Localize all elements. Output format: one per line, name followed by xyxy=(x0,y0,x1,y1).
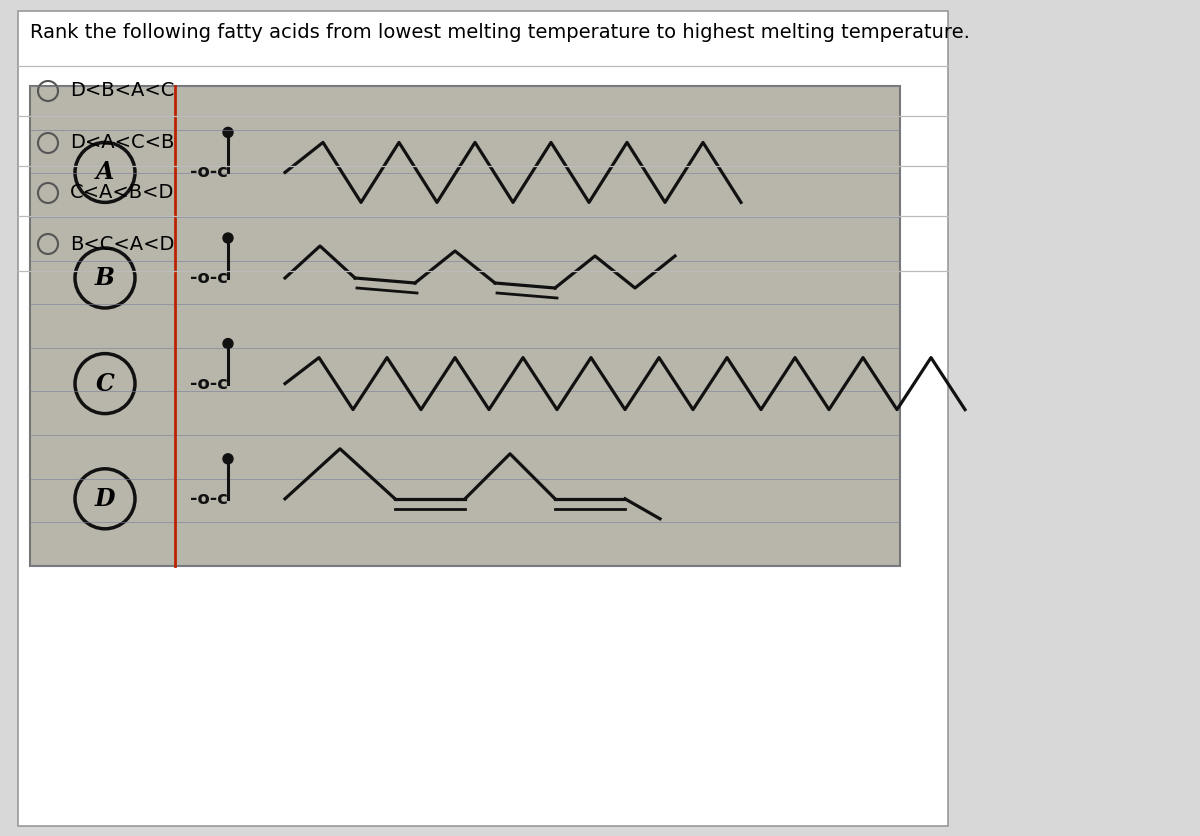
Text: D<A<C<B: D<A<C<B xyxy=(70,134,174,152)
Text: A: A xyxy=(96,161,114,185)
Text: D<B<A<C: D<B<A<C xyxy=(70,81,174,100)
Bar xyxy=(30,86,900,566)
Text: -o-c: -o-c xyxy=(190,490,228,507)
Text: C<A<B<D: C<A<B<D xyxy=(70,183,174,202)
Text: C: C xyxy=(96,371,114,395)
Text: -o-c: -o-c xyxy=(190,375,228,393)
Text: -o-c: -o-c xyxy=(190,163,228,181)
Circle shape xyxy=(223,233,233,243)
Text: B: B xyxy=(95,266,115,290)
Text: B<C<A<D: B<C<A<D xyxy=(70,235,174,253)
Circle shape xyxy=(223,339,233,349)
Circle shape xyxy=(223,454,233,464)
Text: Rank the following fatty acids from lowest melting temperature to highest meltin: Rank the following fatty acids from lowe… xyxy=(30,23,970,42)
Text: -o-c: -o-c xyxy=(190,269,228,287)
Bar xyxy=(18,11,948,826)
Circle shape xyxy=(223,127,233,137)
Text: D: D xyxy=(95,487,115,511)
